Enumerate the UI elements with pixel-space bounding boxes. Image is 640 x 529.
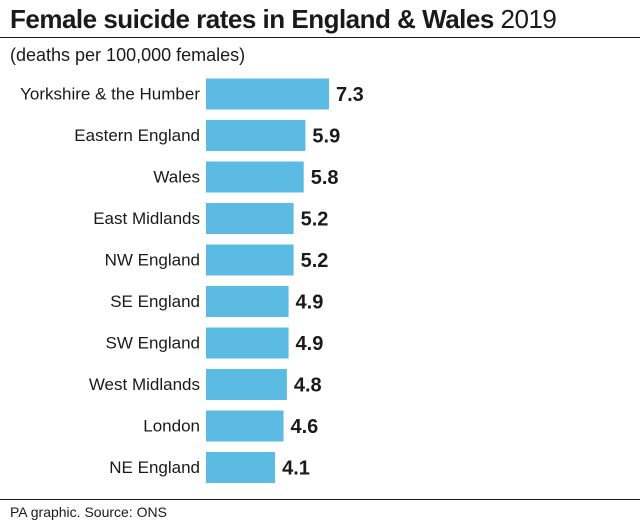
chart-title-year: 2019: [500, 4, 557, 34]
bottom-divider: [0, 499, 640, 500]
top-divider: [0, 37, 640, 38]
bar: [206, 203, 294, 234]
category-label: Wales: [153, 168, 200, 187]
bar: [206, 120, 306, 151]
value-label: 4.1: [282, 458, 310, 480]
bar: [206, 244, 294, 276]
bar: [206, 327, 289, 359]
value-label: 5.2: [301, 209, 329, 231]
value-label: 5.2: [301, 250, 329, 272]
category-label: London: [143, 417, 200, 436]
category-label: West Midlands: [89, 375, 200, 394]
bar: [206, 410, 284, 442]
value-label: 4.9: [296, 292, 324, 314]
bar: [206, 161, 304, 193]
value-label: 4.9: [296, 333, 324, 355]
value-label: 4.6: [291, 416, 319, 438]
value-label: 5.9: [312, 126, 340, 148]
bar: [206, 78, 329, 110]
category-label: NE England: [109, 458, 200, 477]
chart-title: Female suicide rates in England & Wales …: [10, 4, 557, 35]
bar: [206, 286, 289, 317]
category-label: Eastern England: [74, 126, 200, 145]
category-label: SW England: [106, 334, 201, 353]
value-label: 5.8: [311, 167, 339, 189]
value-label: 7.3: [336, 84, 364, 106]
value-label: 4.8: [294, 375, 322, 397]
chart-title-main: Female suicide rates in England & Wales: [10, 4, 494, 34]
category-label: East Midlands: [93, 209, 200, 228]
source-credit: PA graphic. Source: ONS: [10, 504, 167, 520]
bar: [206, 369, 287, 400]
bar-chart: Yorkshire & the Humber 7.3 Eastern England…: [20, 78, 364, 483]
bar: [206, 452, 276, 483]
chart-subtitle: (deaths per 100,000 females): [10, 45, 246, 65]
category-label: NW England: [105, 251, 200, 270]
category-label: SE England: [110, 292, 200, 311]
category-label: Yorkshire & the Humber: [20, 85, 200, 104]
